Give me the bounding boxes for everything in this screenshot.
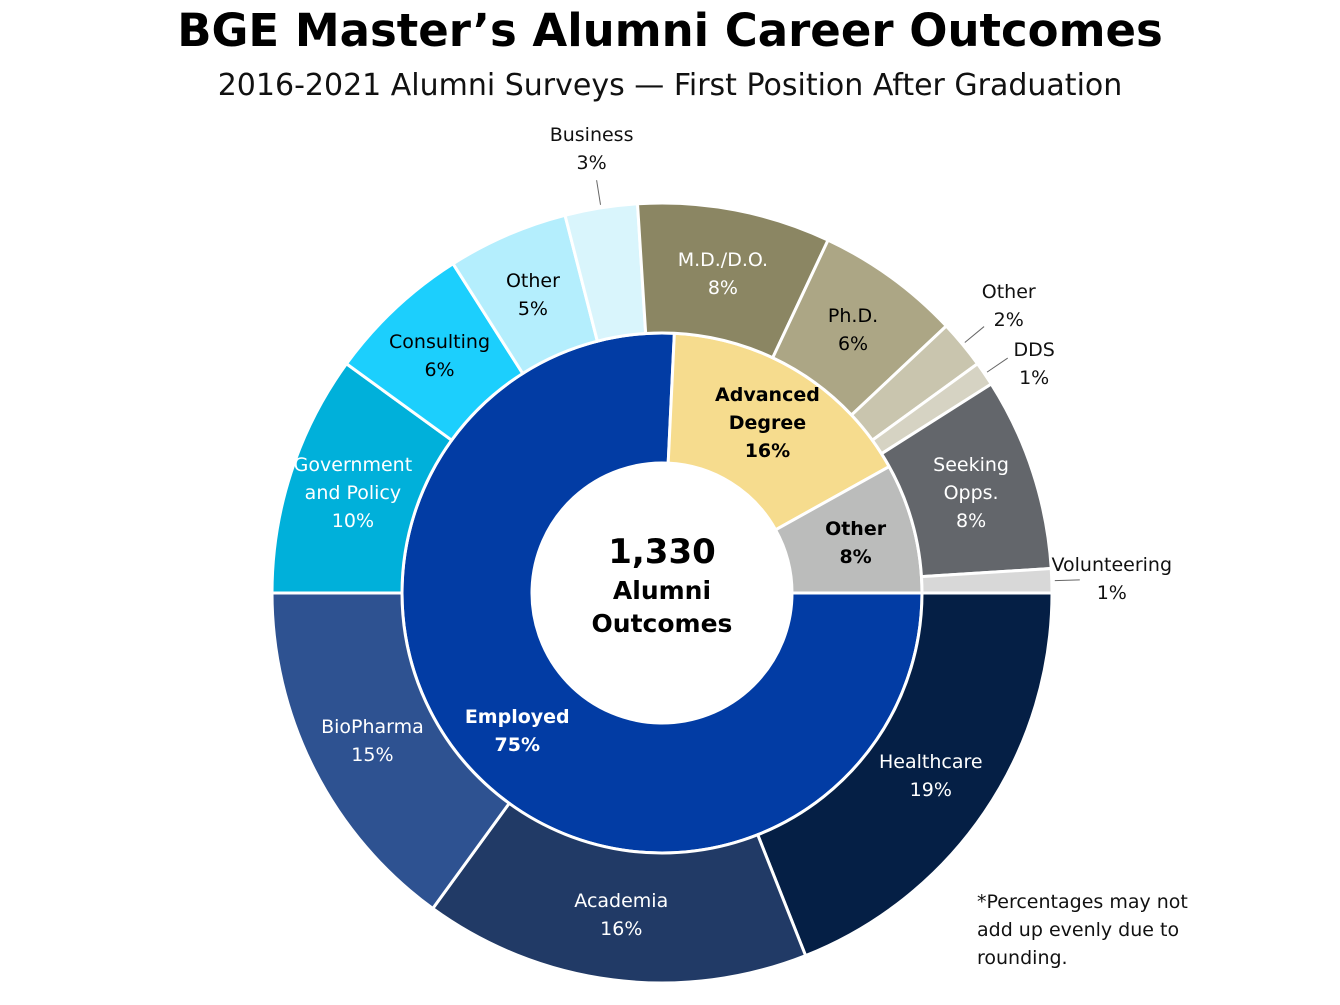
chart-subtitle: 2016-2021 Alumni Surveys — First Positio… (217, 68, 1123, 103)
segment-label: Other 5% (470, 267, 595, 323)
footnote: *Percentages may not add up evenly due t… (977, 891, 1188, 969)
segment-value: 75% (494, 734, 540, 757)
segment-name: Volunteering (1051, 553, 1173, 576)
center-caption: Alumni Outcomes (591, 576, 733, 638)
segment-name: DDS (1013, 339, 1055, 362)
segment-label: Academia 16% (559, 887, 684, 943)
segment-name: Advanced Degree (715, 384, 820, 435)
segment-name: Other (981, 281, 1036, 304)
segment-value: 1% (1096, 581, 1127, 604)
segment-label: Seeking Opps. 8% (909, 451, 1034, 535)
leader-line (964, 326, 985, 343)
segment-label: Business 3% (550, 121, 634, 177)
segment-label: M.D./D.O. 8% (660, 246, 785, 302)
segment-name: Ph.D. (827, 305, 879, 328)
segment-label: Advanced Degree 16% (702, 381, 832, 465)
segment-name: Consulting (389, 331, 490, 354)
segment-value: 6% (424, 359, 455, 382)
segment-value: 15% (351, 743, 394, 766)
segment-name: Seeking Opps. (933, 453, 1009, 504)
segment-label: Government and Policy 10% (290, 451, 415, 535)
segment-value: 8% (707, 276, 738, 299)
leader-line (986, 357, 1009, 373)
segment-value: 10% (331, 509, 375, 532)
segment-label: Healthcare 19% (868, 748, 993, 804)
segment-value: 8% (956, 509, 987, 532)
center-hole (532, 463, 792, 723)
segment-value: 5% (517, 297, 548, 320)
segment-name: M.D./D.O. (677, 248, 769, 271)
chart-title: BGE Master’s Alumni Career Outcomes (177, 4, 1163, 57)
segment-name: Other (825, 517, 887, 540)
segment-value: 19% (909, 778, 952, 801)
segment-label: DDS 1% (1014, 336, 1055, 392)
center-label: 1,330 Alumni Outcomes (562, 530, 762, 640)
segment-value: 2% (993, 309, 1024, 332)
segment-label: Employed 75% (452, 703, 582, 759)
segment-name: Government and Policy (293, 453, 413, 504)
segment-label: Ph.D. 6% (791, 302, 916, 358)
segment-value: 6% (837, 333, 869, 356)
segment-value: 1% (1019, 367, 1050, 390)
segment-name: BioPharma (321, 715, 424, 738)
segment-name: Other (505, 269, 560, 292)
segment-name: Academia (574, 890, 669, 913)
segment-value: 8% (839, 545, 872, 568)
ring-segment (919, 566, 1054, 595)
segment-label: Consulting 6% (377, 328, 502, 384)
segment-name: Healthcare (879, 750, 983, 773)
segment-name: Employed (464, 706, 570, 729)
segment-name: Business (549, 123, 634, 146)
center-total: 1,330 (608, 532, 716, 572)
segment-value: 3% (576, 151, 607, 174)
segment-value: 16% (744, 440, 791, 463)
segment-value: 16% (600, 918, 643, 941)
segment-label: Volunteering 1% (1052, 551, 1173, 607)
segment-label: Other 2% (982, 278, 1036, 334)
ring-segment (755, 591, 1054, 958)
segment-label: Other 8% (791, 515, 921, 571)
segment-label: BioPharma 15% (310, 713, 435, 769)
leader-line (596, 180, 602, 205)
leader-line (1054, 579, 1080, 582)
